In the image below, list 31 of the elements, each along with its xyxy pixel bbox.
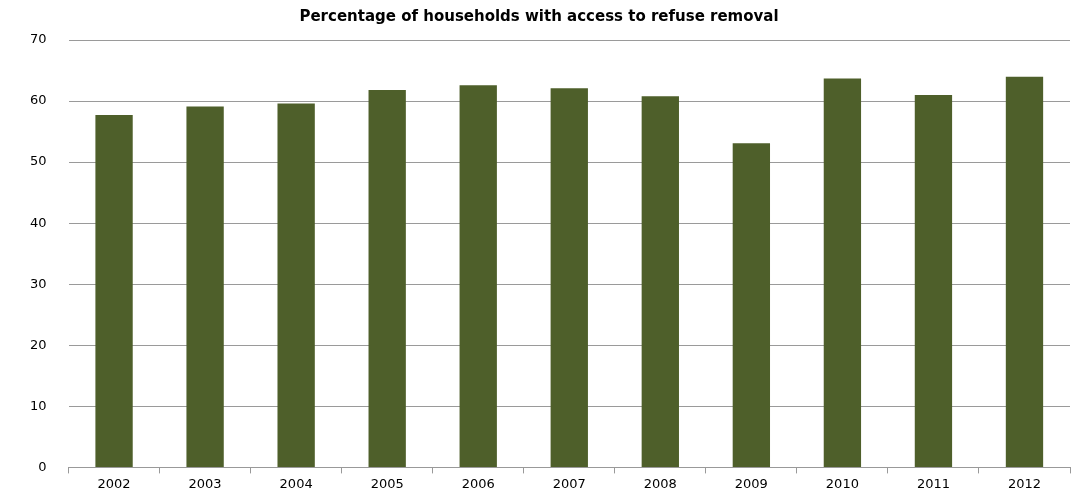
chart-title: Percentage of households with access to refuse removal: [299, 6, 779, 25]
bar: [914, 94, 953, 467]
bar: [186, 106, 224, 467]
x-tick-label: 2011: [916, 475, 950, 491]
bar: [459, 85, 497, 467]
y-tick-label: 40: [30, 214, 47, 230]
bar: [277, 103, 315, 467]
x-tick-label: 2005: [370, 475, 404, 491]
bar: [732, 143, 771, 467]
y-tick-label: 70: [30, 31, 47, 47]
x-tick-label: 2007: [552, 475, 586, 491]
bar: [550, 88, 588, 467]
y-tick-label: 10: [30, 397, 47, 413]
bar: [823, 78, 862, 467]
y-tick-label: 60: [30, 92, 47, 108]
x-tick-label: 2008: [643, 475, 677, 491]
x-tick-label: 2004: [279, 475, 313, 491]
x-tick-label: 2006: [461, 475, 495, 491]
x-tick-label: 2010: [825, 475, 859, 491]
x-tick-label: 2009: [734, 475, 768, 491]
bar: [641, 96, 679, 467]
x-tick-label: 2012: [1007, 475, 1042, 491]
bar: [368, 90, 406, 467]
bar: [1005, 76, 1044, 467]
y-tick-label: 20: [30, 336, 47, 352]
y-tick-label: 30: [30, 275, 47, 291]
x-tick-label: 2003: [188, 475, 222, 491]
y-tick-label: 0: [38, 458, 47, 474]
bar: [95, 115, 133, 467]
x-tick-label: 2002: [97, 475, 131, 491]
y-tick-label: 50: [30, 153, 47, 169]
